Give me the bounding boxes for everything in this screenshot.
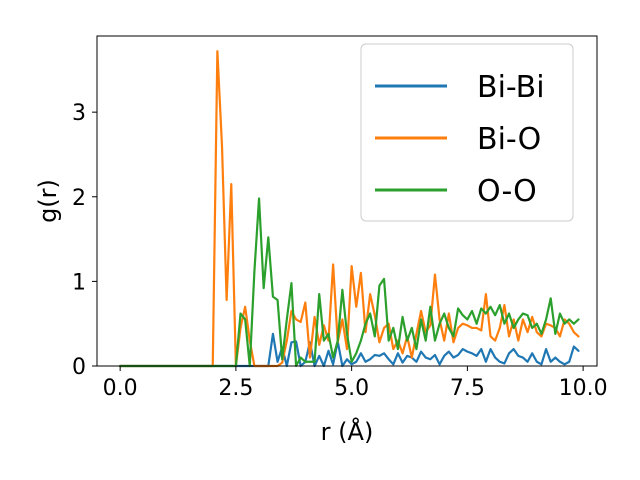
y-tick-label: 1	[72, 270, 86, 295]
legend: Bi-Bi Bi-O O-O	[360, 43, 574, 222]
y-tick-label: 3	[72, 101, 86, 126]
y-tick-label: 0	[72, 355, 86, 380]
plot-frame	[96, 35, 598, 367]
y-axis: 0 1 2 3	[72, 101, 97, 380]
x-tick-label: 10.0	[559, 376, 608, 401]
x-axis-label: r (Å)	[321, 417, 374, 446]
legend-label-bi-bi: Bi-Bi	[477, 70, 545, 105]
x-tick-label: 7.5	[450, 376, 485, 401]
legend-box	[360, 43, 574, 222]
x-tick-label: 2.5	[218, 376, 253, 401]
y-tick-label: 2	[72, 186, 86, 211]
series-line-o-o	[119, 197, 580, 368]
legend-label-o-o: O-O	[477, 174, 537, 209]
x-tick-label: 5.0	[334, 376, 369, 401]
x-tick-label: 0.0	[103, 376, 138, 401]
y-axis-label: g(r)	[34, 179, 62, 223]
x-axis: 0.0 2.5 5.0 7.5 10.0	[103, 366, 608, 401]
legend-label-bi-o: Bi-O	[477, 122, 541, 157]
